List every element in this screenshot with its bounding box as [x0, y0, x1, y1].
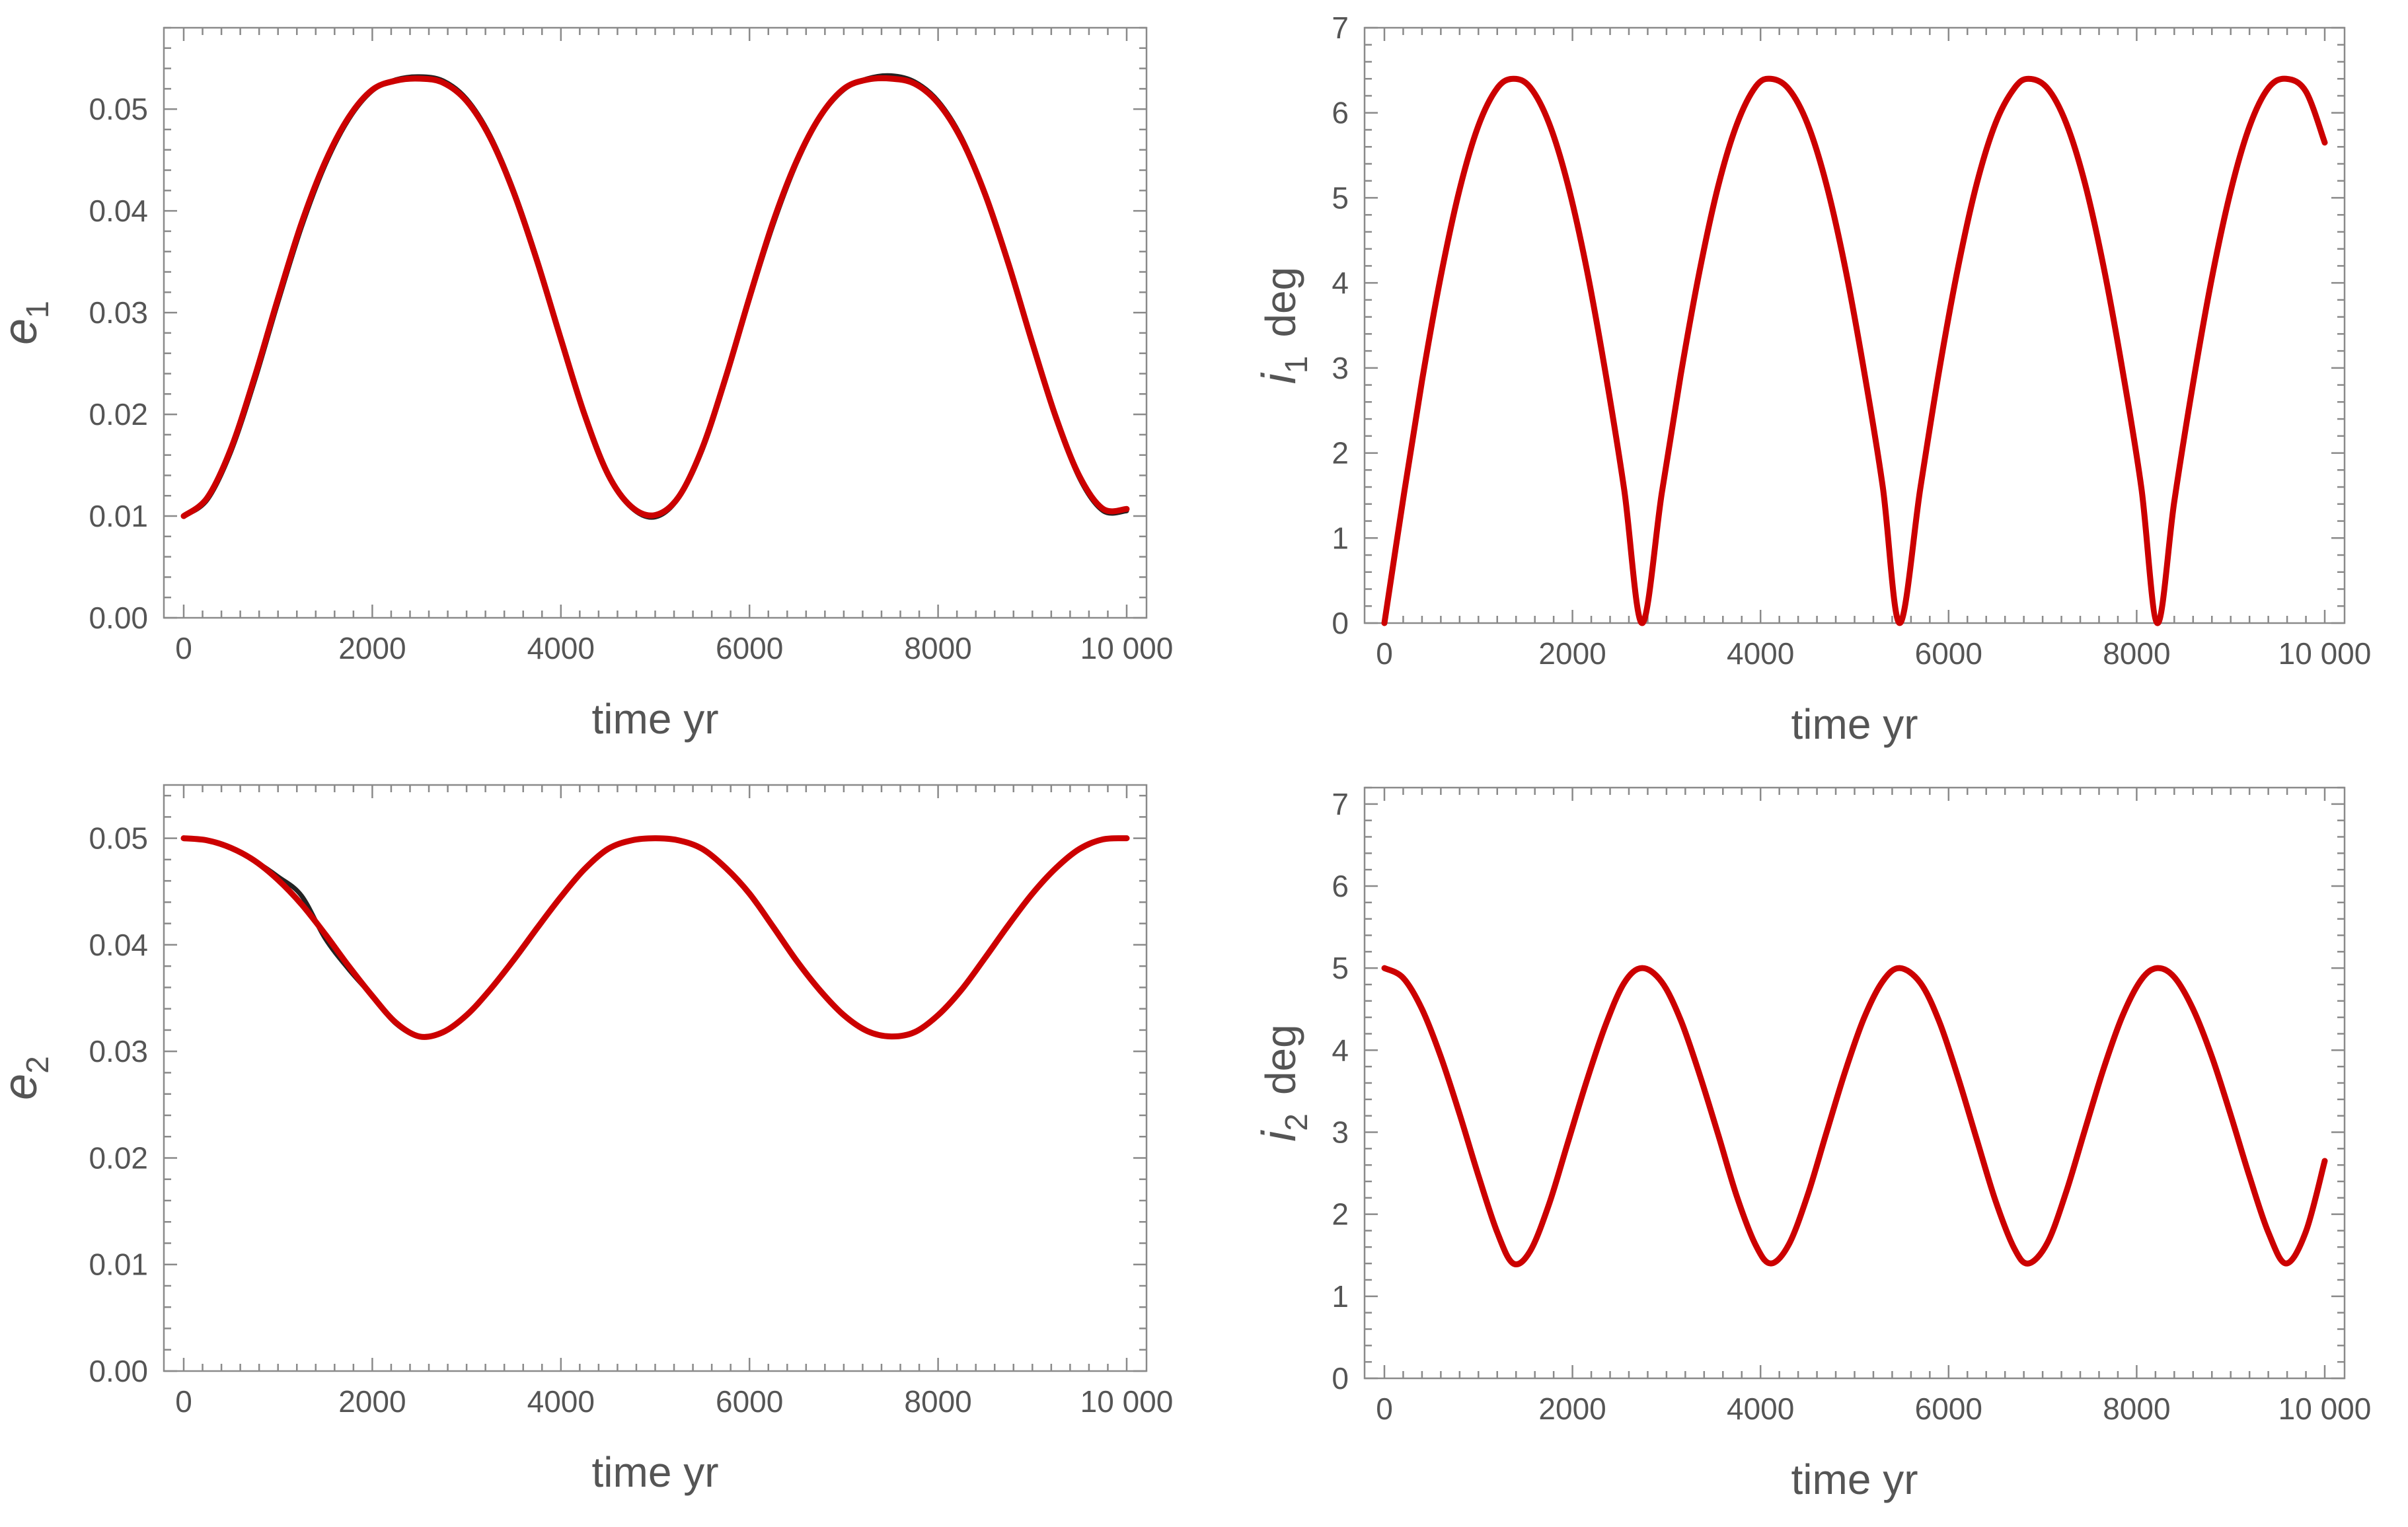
x-tick-label: 2000: [1538, 1392, 1606, 1426]
x-tick-label: 0: [175, 631, 192, 665]
x-tick-label: 0: [175, 1384, 192, 1419]
y-tick-label: 0.03: [89, 295, 148, 330]
y-tick-label: 0.05: [89, 92, 148, 126]
y-tick-label: 0.04: [89, 928, 148, 962]
plot-frame: [163, 784, 1148, 1372]
series-line-1: [1381, 965, 2328, 1267]
y-tick-label: 0.00: [89, 1354, 148, 1388]
x-axis-label: time yr: [592, 1448, 719, 1496]
plot-frame: [163, 26, 1148, 619]
x-tick-label: 6000: [1915, 1392, 1982, 1426]
y-tick-label: 0.01: [89, 499, 148, 533]
series-line-1: [181, 73, 1129, 520]
y-tick-label: 3: [1332, 351, 1349, 385]
y-tick-label: 1: [1332, 1279, 1349, 1314]
x-tick-label: 4000: [1727, 1392, 1794, 1426]
panel-i1-plot: 0 2000 4000 6000 8000 10 000 0 1 2 3 4 5 6 7 time yr i1…: [1253, 11, 2371, 748]
y-tick-label: 5: [1332, 180, 1349, 215]
x-tick-label: 10 000: [1080, 631, 1174, 665]
y-tick-label: 5: [1332, 951, 1349, 985]
y-axis-label: i1deg: [1253, 267, 1314, 384]
y-tick-label: 0.00: [89, 601, 148, 635]
x-tick-label: 6000: [716, 631, 783, 665]
y-tick-label: 2: [1332, 1197, 1349, 1232]
series-line-1: [1381, 75, 2328, 626]
x-tick-label: 6000: [1915, 636, 1982, 671]
x-tick-label: 8000: [2103, 636, 2170, 671]
x-tick-label: 4000: [1727, 636, 1794, 671]
y-tick-label: 7: [1332, 787, 1349, 821]
y-tick-label: 6: [1332, 869, 1349, 903]
y-tick-label: 7: [1332, 11, 1349, 45]
series-line-2: [180, 75, 1130, 519]
x-axis-label: time yr: [1791, 1456, 1918, 1503]
y-tick-label: 0: [1332, 606, 1349, 640]
panel-e2-plot: 0 2000 4000 6000 8000 10 000 0.00 0.01 0.02 0.03 0…: [0, 784, 1174, 1496]
x-tick-label: 4000: [527, 1384, 595, 1419]
plot-frame: [1363, 786, 2346, 1380]
y-axis-label: e2: [0, 1056, 56, 1100]
x-tick-label: 2000: [1538, 636, 1606, 671]
y-tick-label: 0.05: [89, 821, 148, 856]
y-axis-label: i2deg: [1253, 1024, 1314, 1141]
x-tick-label: 2000: [338, 631, 406, 665]
panel-e1-plot: 0 2000 4000 6000 8000 10 000 0.00 0.01 0.02 0.03 0…: [0, 26, 1174, 743]
y-tick-label: 0.03: [89, 1034, 148, 1068]
x-tick-label: 8000: [2103, 1392, 2170, 1426]
y-tick-label: 0: [1332, 1361, 1349, 1396]
x-axis-label: time yr: [592, 695, 719, 743]
x-tick-label: 0: [1376, 1392, 1393, 1426]
y-tick-label: 4: [1332, 1033, 1349, 1067]
y-tick-label: 6: [1332, 96, 1349, 130]
y-tick-label: 1: [1332, 521, 1349, 555]
x-tick-label: 8000: [904, 631, 971, 665]
x-tick-label: 4000: [527, 631, 595, 665]
y-tick-label: 3: [1332, 1115, 1349, 1150]
x-axis-label: time yr: [1791, 700, 1918, 748]
series-line-2: [180, 835, 1130, 1040]
y-tick-label: 0.02: [89, 397, 148, 431]
y-tick-label: 0.01: [89, 1248, 148, 1282]
y-tick-label: 0.02: [89, 1140, 148, 1175]
x-tick-label: 0: [1376, 636, 1393, 671]
y-tick-label: 0.04: [89, 194, 148, 228]
x-tick-label: 10 000: [2278, 636, 2372, 671]
x-tick-label: 8000: [904, 1384, 971, 1419]
y-tick-label: 4: [1332, 266, 1349, 300]
panel-i2-plot: 0 2000 4000 6000 8000 10 000 0 1 2 3 4 5 6 7 time yr i2…: [1253, 786, 2372, 1503]
x-tick-label: 10 000: [1080, 1384, 1174, 1419]
x-tick-label: 2000: [338, 1384, 406, 1419]
x-tick-label: 6000: [716, 1384, 783, 1419]
y-axis-label: e1: [0, 301, 56, 345]
x-tick-label: 10 000: [2278, 1392, 2372, 1426]
y-tick-label: 2: [1332, 436, 1349, 470]
